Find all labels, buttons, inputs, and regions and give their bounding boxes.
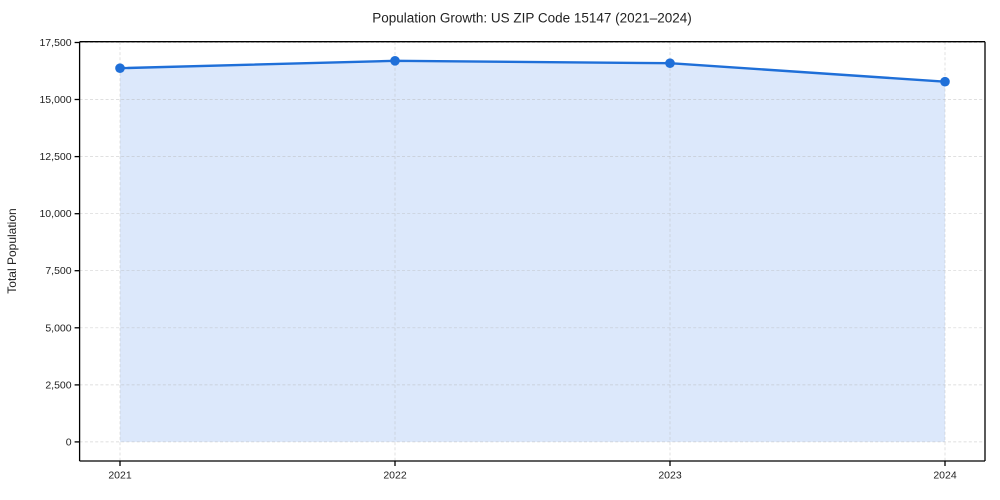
svg-text:12,500: 12,500	[39, 151, 71, 163]
svg-text:2022: 2022	[383, 470, 407, 482]
svg-text:Total Population: Total Population	[5, 208, 19, 293]
svg-text:7,500: 7,500	[45, 265, 71, 277]
svg-text:Population Growth: US ZIP Code: Population Growth: US ZIP Code 15147 (20…	[372, 11, 691, 26]
svg-text:2024: 2024	[933, 470, 957, 482]
svg-text:0: 0	[66, 436, 72, 448]
svg-text:2023: 2023	[658, 470, 682, 482]
svg-text:5,000: 5,000	[45, 322, 71, 334]
svg-text:2,500: 2,500	[45, 379, 71, 391]
svg-text:17,500: 17,500	[39, 37, 71, 49]
svg-text:2021: 2021	[108, 470, 132, 482]
svg-text:15,000: 15,000	[39, 94, 71, 106]
svg-text:10,000: 10,000	[39, 208, 71, 220]
